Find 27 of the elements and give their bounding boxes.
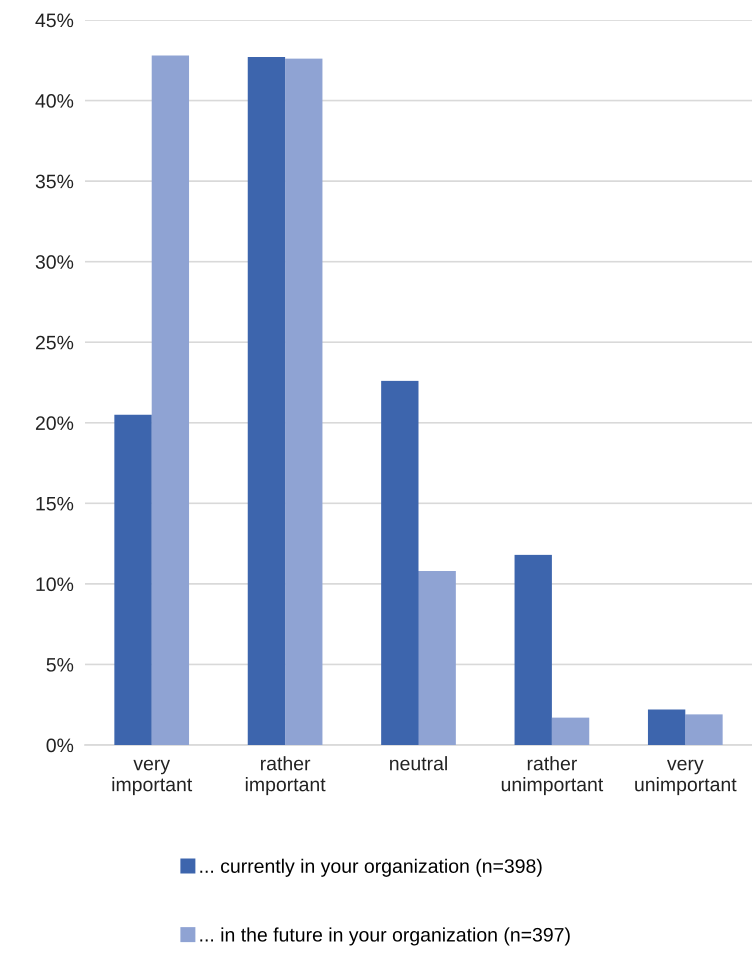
legend-label: ... currently in your organization (n=398): [200, 858, 542, 877]
y-tick-label: 35%: [36, 174, 74, 188]
bar: [514, 554, 552, 745]
y-tick-label: 15%: [36, 496, 74, 511]
bar: [552, 718, 590, 745]
x-tick-label: very important: [112, 760, 192, 796]
bar: [381, 380, 418, 745]
y-tick-label: 25%: [36, 336, 74, 350]
y-tick-label: 0%: [46, 738, 74, 752]
x-tick-label: neutral: [390, 756, 447, 770]
bar: [114, 414, 152, 745]
bar: [418, 571, 456, 745]
x-tick-label: very unimportant: [635, 760, 736, 796]
y-tick-label: 5%: [46, 658, 74, 672]
y-tick-label: 20%: [36, 416, 74, 430]
y-tick-label: 30%: [36, 255, 74, 269]
x-tick-label: rather important: [246, 756, 326, 796]
y-tick-label: 45%: [35, 14, 74, 28]
y-tick-label: 10%: [36, 577, 74, 592]
bar: [248, 57, 286, 745]
x-tick-label: rather unimportant: [502, 756, 604, 796]
y-tick-label: 40%: [35, 94, 74, 108]
bar: [648, 710, 686, 745]
bar: [285, 58, 322, 745]
legend-label: ... in the future in your organization (n=397): [200, 927, 570, 946]
bar: [152, 55, 190, 745]
bar: [685, 714, 723, 745]
